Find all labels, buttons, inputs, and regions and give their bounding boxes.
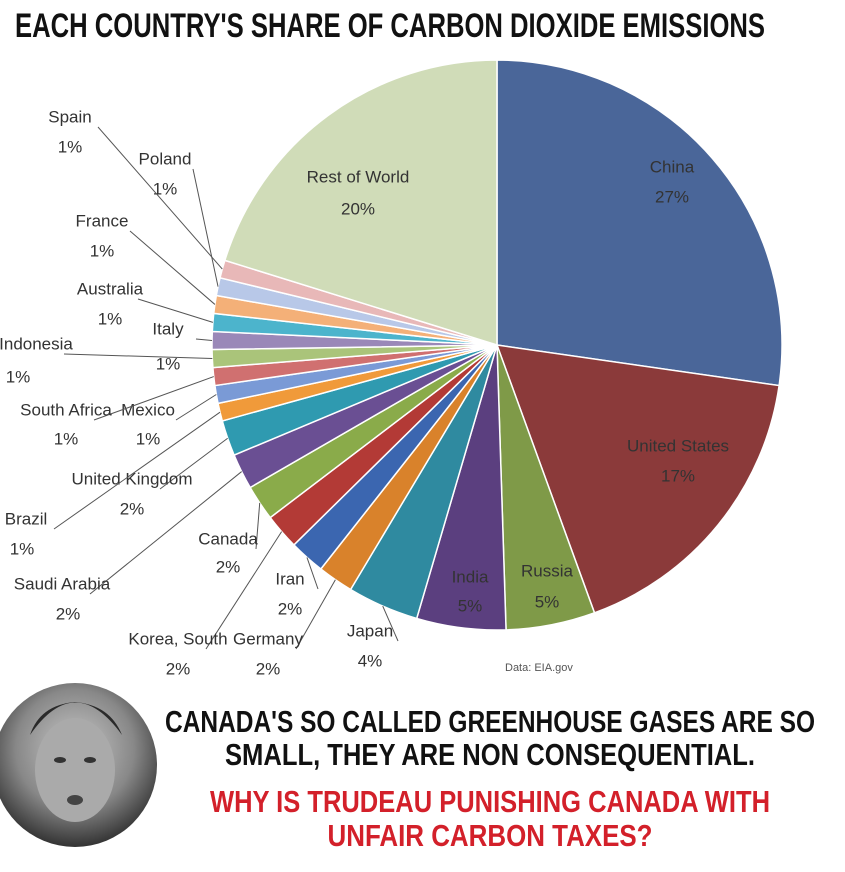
- leader-line: [53, 411, 221, 530]
- value-label: 1%: [6, 367, 31, 386]
- value-label: 4%: [358, 651, 383, 670]
- leader-line: [175, 394, 217, 421]
- leader-line: [93, 376, 214, 421]
- value-label: 2%: [278, 599, 303, 618]
- leader-line: [89, 471, 242, 595]
- slice-label: France: [76, 211, 129, 230]
- slice-label: China: [650, 157, 695, 176]
- value-label: 1%: [58, 137, 83, 156]
- value-label: 1%: [156, 354, 181, 373]
- caption-line: CANADA'S SO CALLED GREENHOUSE GASES ARE …: [165, 704, 815, 739]
- leader-line: [295, 579, 336, 650]
- leader-line: [159, 437, 228, 490]
- value-label: 20%: [341, 199, 375, 218]
- slice-label: Australia: [77, 279, 144, 298]
- leader-line: [63, 353, 213, 360]
- value-label: 5%: [535, 592, 560, 611]
- pie-slice: [495, 344, 780, 614]
- value-label: 1%: [90, 241, 115, 260]
- slice-label: India: [452, 567, 489, 586]
- slice-label: Mexico: [121, 400, 175, 419]
- slice-label: South Africa: [20, 400, 112, 419]
- leader-line: [205, 531, 283, 650]
- slice-label: Poland: [139, 149, 192, 168]
- slice-label: Spain: [48, 107, 91, 126]
- slice-label: Japan: [347, 621, 393, 640]
- value-label: 27%: [655, 187, 689, 206]
- slice-label: United Kingdom: [72, 469, 193, 488]
- pie-slice: [223, 59, 498, 347]
- slice-label: Canada: [198, 529, 258, 548]
- value-label: 1%: [10, 539, 35, 558]
- slice-label: Russia: [521, 561, 574, 580]
- caption-line: WHY IS TRUDEAU PUNISHING CANADA WITH: [210, 784, 770, 819]
- slice-label: United States: [627, 436, 729, 455]
- value-label: 1%: [136, 429, 161, 448]
- slice-label: Germany: [233, 629, 303, 648]
- caption-line: SMALL, THEY ARE NON CONSEQUENTIAL.: [225, 737, 755, 772]
- pie-slice: [496, 59, 783, 387]
- chart-title: EACH COUNTRY'S SHARE OF CARBON DIOXIDE E…: [15, 7, 765, 45]
- leader-line: [97, 126, 223, 270]
- value-label: 1%: [153, 179, 178, 198]
- slice-label: Korea, South: [128, 629, 227, 648]
- leader-line: [137, 298, 214, 323]
- value-label: 5%: [458, 596, 483, 615]
- slice-label: Indonesia: [0, 334, 73, 353]
- leader-line: [192, 168, 219, 287]
- value-label: 2%: [56, 604, 81, 623]
- value-label: 2%: [166, 659, 191, 678]
- slice-label: Brazil: [5, 509, 48, 528]
- value-label: 2%: [256, 659, 281, 678]
- slice-label: Saudi Arabia: [14, 574, 111, 593]
- source: Data: EIA.gov: [505, 662, 573, 674]
- leader-line: [195, 338, 213, 341]
- value-label: 2%: [120, 499, 145, 518]
- caption-line: UNFAIR CARBON TAXES?: [328, 818, 653, 853]
- slice-label: Rest of World: [307, 167, 410, 186]
- pie: [211, 59, 783, 631]
- value-label: 1%: [98, 309, 123, 328]
- slice-label: Italy: [152, 319, 184, 338]
- slice-label: Iran: [275, 569, 304, 588]
- leader-line: [306, 557, 319, 590]
- leader-line: [129, 230, 216, 305]
- leader-line: [255, 502, 261, 550]
- value-label: 2%: [216, 557, 241, 576]
- value-label: 1%: [54, 429, 79, 448]
- value-label: 17%: [661, 466, 695, 485]
- leader-line: [382, 605, 399, 642]
- photo: [0, 683, 157, 847]
